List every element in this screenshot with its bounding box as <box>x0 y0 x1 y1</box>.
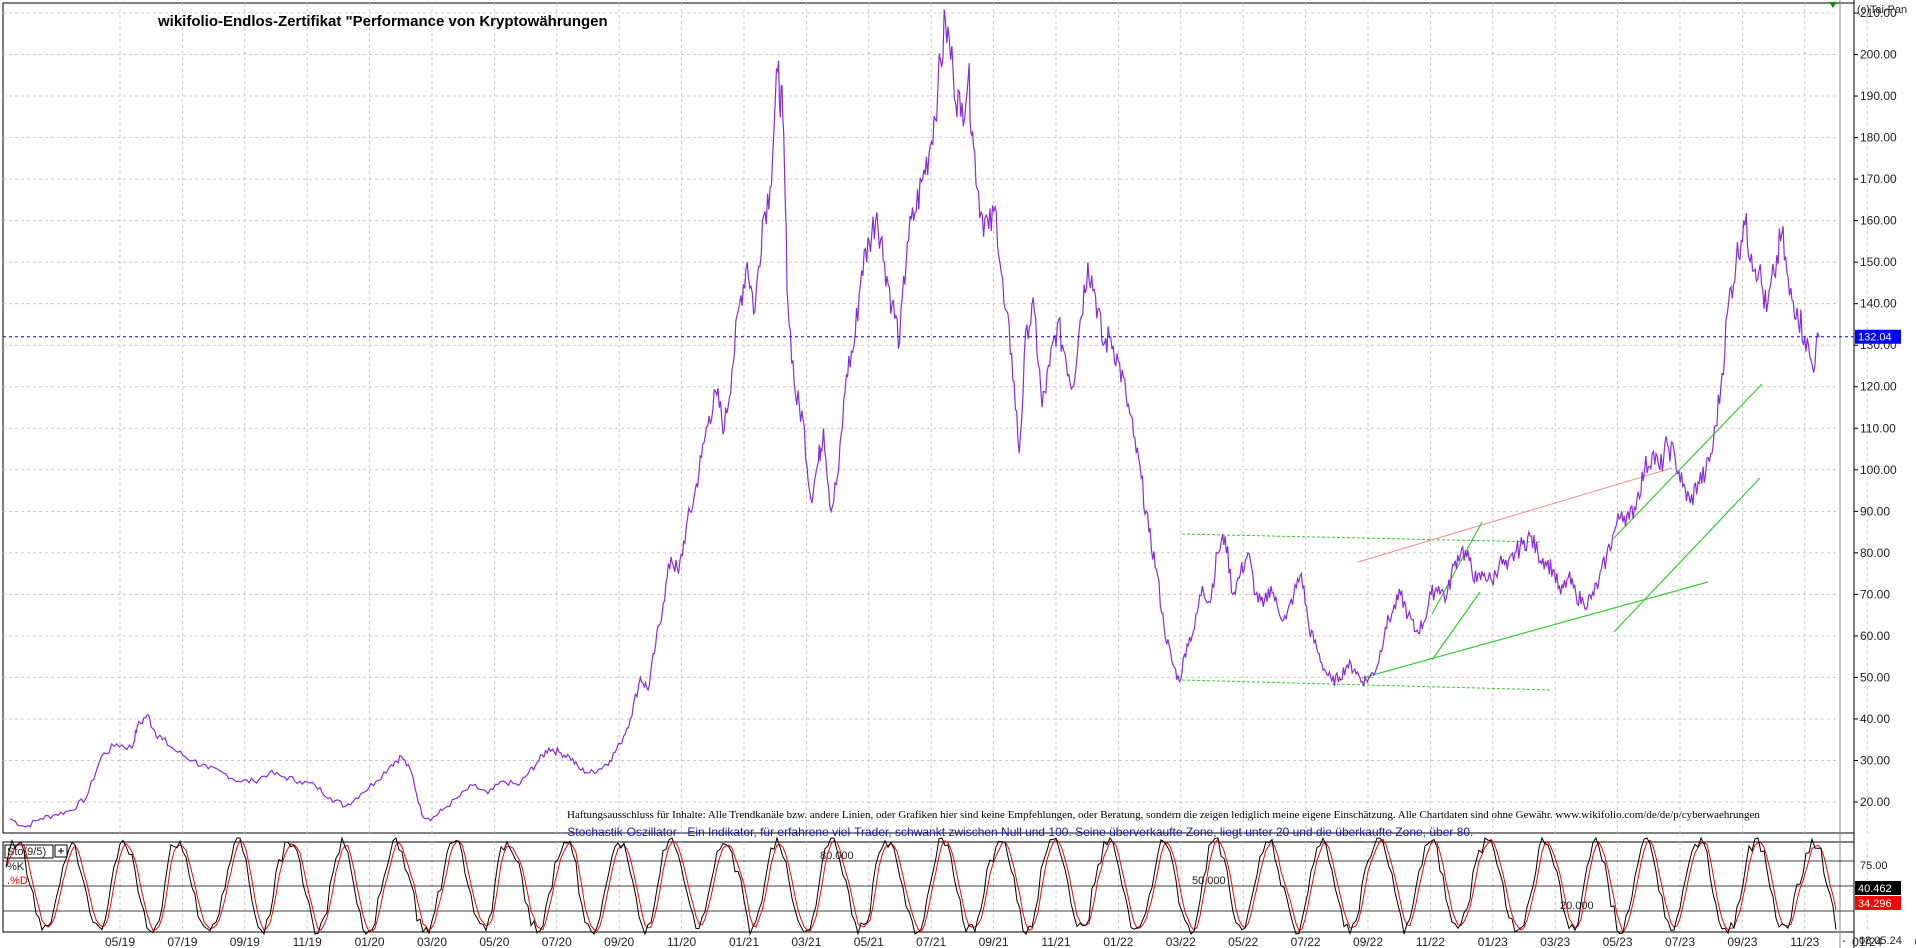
sto-axis-75: 75.00 <box>1860 860 1888 872</box>
sto-k-line <box>5 836 1837 936</box>
x-tick-label: 11/20 <box>667 935 696 948</box>
x-tick-label: 11/23 <box>1790 935 1819 948</box>
x-tick-label: 05/20 <box>479 935 509 948</box>
y-tick-label: 30.00 <box>1860 753 1890 767</box>
x-tick-label: 11/21 <box>1041 935 1070 948</box>
y-tick-label: 80.00 <box>1860 546 1890 560</box>
sto-level-20-label: 20.000 <box>1560 900 1594 912</box>
x-tick-label: 09/22 <box>1353 935 1383 948</box>
x-tick-label: 09/21 <box>979 935 1009 948</box>
channel-small-lower <box>1431 591 1481 661</box>
price-panel-frame <box>2 2 1855 834</box>
y-tick-label: 200.00 <box>1860 48 1897 62</box>
x-tick-label: 07/22 <box>1291 935 1321 948</box>
y-tick-label: 210.00 <box>1860 6 1897 20</box>
current-price-badge-box <box>1855 329 1901 344</box>
sto-d-badge <box>1855 896 1901 910</box>
y-tick-label: 160.00 <box>1860 214 1897 228</box>
x-tick-label: 09/20 <box>604 935 634 948</box>
sto-d-line <box>5 838 1837 934</box>
resistance-trendline <box>1357 467 1673 563</box>
y-tick-label: 60.00 <box>1860 629 1890 643</box>
x-tick-label: 11/22 <box>1416 935 1445 948</box>
x-tick-label: 09/23 <box>1727 935 1757 948</box>
y-tick-label: 100.00 <box>1860 463 1897 477</box>
sto-label-box <box>4 844 54 859</box>
x-tick-label: 05/21 <box>854 935 884 948</box>
x-tick-label: 01/21 <box>729 935 759 948</box>
current-price-badge-value: 132.04 <box>1858 332 1892 344</box>
y-tick-label: 90.00 <box>1860 504 1890 518</box>
disclaimer-text: Haftungsausschluss für Inhalte: Alle Tre… <box>567 809 1760 821</box>
x-tick-label: 03/24 <box>1915 935 1916 948</box>
y-tick-label: 50.00 <box>1860 670 1890 684</box>
sto-level-80-label: 80.000 <box>820 850 854 862</box>
sto-label: Sto(9/5) <box>7 846 46 858</box>
x-tick-label: 03/22 <box>1166 935 1196 948</box>
sto-d-value: 34.296 <box>1858 898 1892 910</box>
y-tick-label: 120.00 <box>1860 380 1897 394</box>
current-price-badge: 132.04 <box>1855 329 1901 344</box>
date-label: 08.05.24 <box>1859 935 1902 947</box>
x-tick-label: 03/23 <box>1540 935 1570 948</box>
y-tick-label: 140.00 <box>1860 297 1897 311</box>
x-axis: 05/19 07/19 09/19 11/19 01/20 03/20 05/20 07/20… <box>105 935 1916 948</box>
price-series-line <box>9 9 1821 828</box>
x-tick-label: 01/20 <box>355 935 385 948</box>
x-tick-label: 03/21 <box>791 935 821 948</box>
x-tick-label: 07/21 <box>916 935 946 948</box>
x-tick-label: 05/23 <box>1603 935 1633 948</box>
x-tick-label: 11/19 <box>293 935 322 948</box>
y-tick-label: 170.00 <box>1860 172 1897 186</box>
channel-large-lower <box>1613 477 1761 633</box>
sto-k-label: %K <box>7 861 25 873</box>
x-tick-label: 01/22 <box>1103 935 1133 948</box>
x-tick-label: 07/19 <box>167 935 197 948</box>
x-tick-label: 07/23 <box>1665 935 1695 948</box>
y-tick-label: 70.00 <box>1860 587 1890 601</box>
x-tick-label: 01/23 <box>1478 935 1508 948</box>
y-tick-label: 20.00 <box>1860 795 1890 809</box>
sto-level-50-label: 50.000 <box>1192 875 1226 887</box>
channel-large-upper <box>1613 383 1763 539</box>
y-tick-label: 190.00 <box>1860 89 1897 103</box>
x-tick-label: 01/24 <box>1852 935 1882 948</box>
price-y-axis: 210.00 200.00 190.00 180.00 170.00 160.00 150.… <box>1854 6 1897 809</box>
up-arrow-marker <box>1829 2 1837 8</box>
copyright-label: (c)Tai-Pan <box>1857 4 1907 16</box>
sto-k-value: 40.462 <box>1858 883 1892 895</box>
price-gridlines-horizontal <box>3 12 1840 803</box>
x-tick-label: 09/19 <box>230 935 260 948</box>
x-tick-label: 05/22 <box>1228 935 1258 948</box>
y-tick-label: 150.00 <box>1860 255 1897 269</box>
x-tick-label: 07/20 <box>542 935 572 948</box>
chart-title: wikifolio-Endlos-Zertifikat "Performance… <box>157 13 608 30</box>
support-trendline <box>1361 581 1709 679</box>
indicator-note: - Stochastik-Oszillator - Ein Indikator,… <box>560 825 1473 839</box>
x-tick-label: 03/20 <box>417 935 447 948</box>
y-tick-label: 180.00 <box>1860 131 1897 145</box>
y-tick-label: 110.00 <box>1860 421 1896 435</box>
range-bottom-line <box>1181 679 1553 691</box>
sto-axis-dash: - <box>1842 935 1846 947</box>
y-tick-label: 40.00 <box>1860 712 1890 726</box>
x-tick-label: 05/19 <box>105 935 135 948</box>
price-gridlines-vertical <box>119 3 1868 932</box>
sto-k-badge <box>1855 881 1901 895</box>
stochastic-panel: Sto(9/5) %K .%D 80.000 50.000 20.000 75.… <box>3 836 1901 947</box>
sto-d-label: .%D <box>7 875 28 887</box>
stochastic-panel-frame <box>2 841 1855 933</box>
